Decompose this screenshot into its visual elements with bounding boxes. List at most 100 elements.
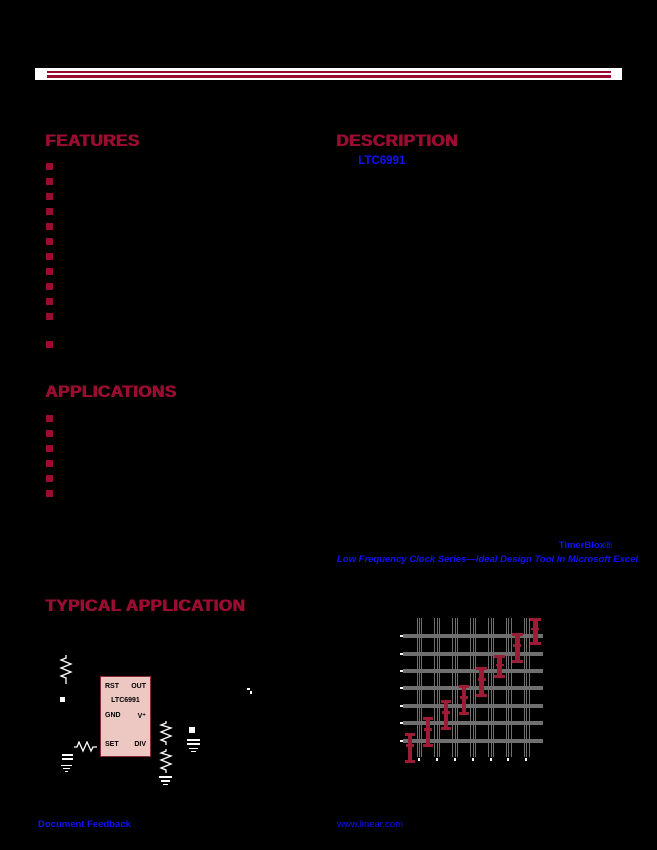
capacitor-icon <box>62 754 73 756</box>
feature-item: AEC-Q100 Qualified for Automotive Applic… <box>58 338 261 349</box>
feature-item: Frequency Range: 29.1µHz to 977Hz <box>58 160 216 171</box>
resistor-icon <box>159 721 173 745</box>
axis-tick <box>400 635 403 638</box>
ground-icon <box>161 780 170 782</box>
capacitor-icon <box>187 743 200 745</box>
application-item: Low Power Oscillator <box>58 412 148 423</box>
axis-tick <box>507 758 510 761</box>
axis-tick <box>400 687 403 690</box>
part-number-link[interactable]: LTC6991 <box>358 155 406 167</box>
gridline-horizontal <box>403 634 543 639</box>
range-bar-cap <box>530 642 541 646</box>
feature-item: Period Range: 1.024ms to 9.54 Hours <box>58 175 218 186</box>
application-bullet-icon <box>46 429 53 437</box>
capacitor-icon <box>187 739 200 741</box>
wire-fragment <box>250 691 252 694</box>
feature-bullet-icon <box>46 282 53 290</box>
features-heading: FEATURES <box>45 131 140 150</box>
range-chart <box>395 610 565 775</box>
pin-set: SET <box>105 741 119 748</box>
node-dot-icon <box>189 727 195 733</box>
capacitor-icon <box>62 758 73 760</box>
description-body: The LTC6991 is a programmable oscillator… <box>336 155 652 322</box>
feature-bullet-icon <box>46 177 53 185</box>
pin-rst: RST <box>105 683 119 690</box>
feature-bullet-icon <box>46 267 53 275</box>
feature-bullet-icon <box>46 162 53 170</box>
feature-bullet-icon <box>46 192 53 200</box>
axis-tick <box>400 722 403 725</box>
description-paragraph: The output period is set by a single res… <box>336 188 652 237</box>
feature-item: Low Profile (1mm) SOT-23 (ThinSOT™) Pack… <box>58 295 267 306</box>
range-bar-flange <box>406 744 414 747</box>
range-bar <box>407 732 413 764</box>
axis-tick <box>489 758 492 761</box>
range-bar-flange <box>441 711 450 714</box>
range-bar-cap <box>530 617 541 621</box>
resistor-icon <box>59 655 73 684</box>
axis-tick <box>400 670 403 672</box>
axis-tick <box>400 704 403 707</box>
ic-chip-symbol: RST OUT LTC6991 GND V⁺ SET DIV <box>100 676 151 757</box>
range-bar-cap <box>458 712 469 716</box>
website-link[interactable]: www.linear.com <box>337 819 403 830</box>
ground-icon <box>163 784 168 786</box>
application-bullet-icon <box>46 414 53 422</box>
gridline-horizontal <box>403 703 543 708</box>
axis-tick <box>525 758 528 761</box>
application-item: Add Sleep Mode to Microcontrollers <box>58 457 209 468</box>
range-bar-flange <box>495 663 504 666</box>
range-bar <box>461 684 466 715</box>
gridline-horizontal <box>403 686 543 691</box>
resistor-icon <box>74 741 97 753</box>
document-feedback-link[interactable]: Document Feedback <box>38 819 131 830</box>
range-bar-cap <box>458 684 469 688</box>
range-bar <box>443 700 449 730</box>
feature-item: Configured with 1 to 3 Resistors <box>58 190 193 201</box>
chip-label: LTC6991 <box>111 697 140 704</box>
range-bar-cap <box>512 660 523 663</box>
application-bullet-icon <box>46 459 53 467</box>
range-bar-flange <box>459 696 468 699</box>
applications-heading: APPLICATIONS <box>45 382 177 401</box>
gridline-horizontal <box>403 669 543 673</box>
range-bar-cap <box>422 716 434 720</box>
designer-tool-link[interactable]: Low Frequency Clock Series—Ideal Design … <box>337 554 639 565</box>
range-bar-cap <box>422 744 434 748</box>
axis-tick <box>471 758 474 761</box>
header-rule-top <box>47 71 611 74</box>
typical-application-heading: TYPICAL APPLICATION <box>45 596 245 615</box>
timerblox-link[interactable]: TimerBlox® <box>558 540 612 551</box>
ground-icon <box>159 776 172 778</box>
application-item: Watchdog Timing <box>58 472 132 483</box>
range-bar <box>533 617 538 646</box>
gridline-horizontal <box>403 738 543 743</box>
ground-icon <box>61 765 72 767</box>
range-bar-cap <box>404 760 416 764</box>
feature-item: <2.4% Maximum Frequency Error (–40°C to … <box>58 220 276 231</box>
feature-bullet-icon <box>46 340 53 348</box>
axis-tick <box>435 758 438 761</box>
application-item: Long Duration Timing <box>58 487 149 498</box>
range-bar-cap <box>476 694 487 697</box>
ground-icon <box>189 748 198 750</box>
range-bar-flange <box>477 678 486 681</box>
range-bar <box>479 666 484 697</box>
axis-tick <box>417 758 420 761</box>
range-bar-cap <box>404 732 416 736</box>
range-bar-flange <box>531 628 540 631</box>
feature-item: CMOS Logic Output <box>58 280 144 291</box>
feature-bullet-icon <box>46 237 53 245</box>
feature-item: 2mm × 3mm DFN Package <box>58 310 173 321</box>
node-dot-icon <box>60 697 65 702</box>
feature-item: 500µs Start-Up Time <box>58 265 146 276</box>
axis-tick <box>453 758 456 761</box>
application-bullet-icon <box>46 474 53 482</box>
feature-item: 2.25V to 5.5V Single Supply Operation <box>58 235 221 246</box>
ground-icon <box>65 771 68 773</box>
range-bar-cap <box>494 654 505 658</box>
description-paragraph: The LTC6991 is part of the TimerBlox fam… <box>336 289 652 314</box>
range-bar-flange <box>423 728 432 731</box>
range-bar-flange <box>513 644 522 647</box>
range-bar-cap <box>440 727 452 730</box>
